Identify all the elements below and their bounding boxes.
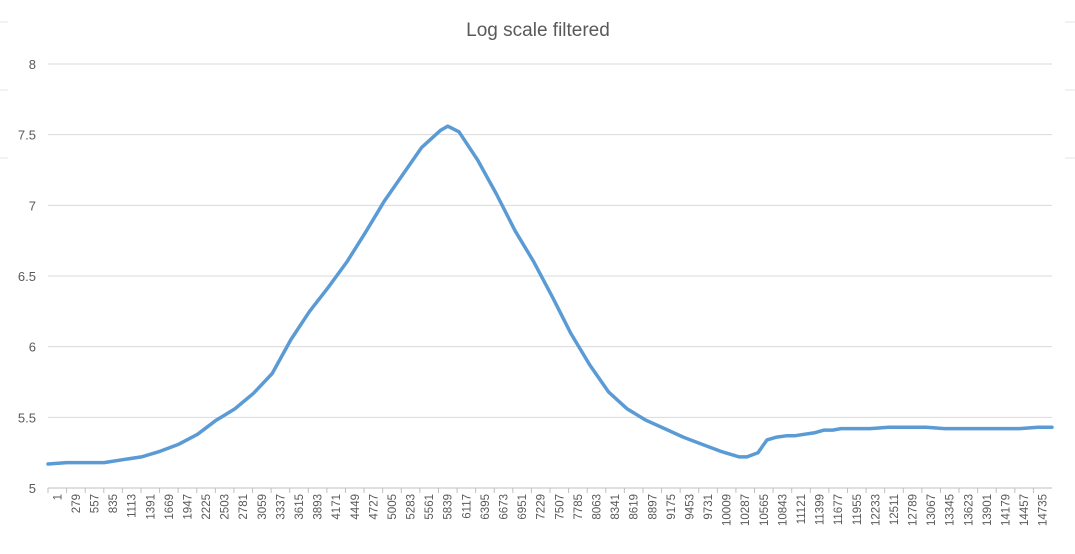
x-tick-label: 7785 bbox=[573, 494, 585, 520]
y-tick-label: 8 bbox=[29, 57, 36, 72]
x-tick-label: 279 bbox=[71, 494, 83, 513]
x-tick-label: 5561 bbox=[424, 494, 436, 520]
y-tick-label: 5.5 bbox=[18, 410, 36, 425]
x-tick-label: 7507 bbox=[554, 494, 566, 520]
x-tick-label: 10009 bbox=[722, 494, 734, 526]
x-tick-label: 1669 bbox=[164, 494, 176, 520]
x-tick-label: 8619 bbox=[629, 494, 641, 520]
x-tick-label: 2781 bbox=[238, 494, 250, 520]
y-tick-label: 7.5 bbox=[18, 128, 36, 143]
x-tick-marks bbox=[47, 488, 1034, 493]
x-tick-label: 11677 bbox=[833, 494, 845, 525]
x-tick-label: 11955 bbox=[852, 494, 864, 525]
x-tick-label: 1391 bbox=[145, 494, 157, 520]
x-tick-label: 6395 bbox=[480, 494, 492, 520]
x-tick-label: 1947 bbox=[182, 494, 194, 520]
x-tick-label: 2225 bbox=[201, 494, 213, 520]
x-tick-label: 3615 bbox=[294, 494, 306, 520]
x-tick-label: 5005 bbox=[387, 494, 399, 520]
x-tick-label: 14457 bbox=[1019, 494, 1031, 526]
x-tick-label: 7229 bbox=[536, 494, 548, 520]
x-tick-label: 6117 bbox=[461, 494, 473, 519]
x-tick-label: 12789 bbox=[908, 494, 920, 526]
x-tick-label: 9453 bbox=[684, 494, 696, 520]
x-tick-label: 13067 bbox=[926, 494, 938, 526]
x-tick-label: 2503 bbox=[220, 494, 232, 520]
y-tick-label: 7 bbox=[29, 198, 36, 213]
x-tick-label: 557 bbox=[89, 494, 101, 513]
y-tick-label: 6 bbox=[29, 340, 36, 355]
x-tick-label: 10565 bbox=[759, 494, 771, 526]
x-tick-label: 1113 bbox=[127, 494, 139, 518]
sheet-gridlines bbox=[0, 21, 1075, 159]
y-tick-label: 6.5 bbox=[18, 269, 36, 284]
x-tick-label: 6673 bbox=[499, 494, 511, 520]
x-tick-label: 11121 bbox=[796, 494, 808, 524]
x-tick-label: 835 bbox=[108, 494, 120, 513]
y-tick-labels: 5 5.5 6 6.5 7 7.5 8 bbox=[18, 57, 36, 496]
y-gridlines bbox=[48, 63, 1052, 418]
x-tick-label: 6951 bbox=[517, 494, 529, 520]
x-tick-label: 14179 bbox=[1001, 494, 1013, 526]
x-tick-labels: 1 279 557 835 1113 1391 1669 1947 2225 2503 2781 30… bbox=[52, 494, 1049, 526]
x-tick-label: 4727 bbox=[368, 494, 380, 520]
x-tick-label: 4449 bbox=[350, 494, 362, 520]
y-tick-label: 5 bbox=[29, 481, 36, 496]
x-tick-label: 4171 bbox=[331, 494, 343, 520]
x-tick-label: 12511 bbox=[889, 494, 901, 525]
x-tick-label: 11399 bbox=[815, 494, 827, 525]
x-tick-label: 3893 bbox=[313, 494, 325, 520]
series-line bbox=[46, 124, 1054, 466]
x-tick-label: 8897 bbox=[647, 494, 659, 520]
x-tick-label: 10843 bbox=[777, 494, 789, 526]
x-tick-label: 8341 bbox=[610, 494, 622, 520]
x-tick-label: 14735 bbox=[1038, 494, 1050, 526]
chart-title: Log scale filtered bbox=[466, 20, 610, 41]
x-tick-label: 13623 bbox=[963, 494, 975, 526]
x-tick-label: 13345 bbox=[945, 494, 957, 526]
x-tick-label: 9731 bbox=[703, 494, 715, 520]
x-tick-label: 3059 bbox=[257, 494, 269, 520]
x-tick-label: 8063 bbox=[591, 494, 603, 520]
x-tick-label: 5839 bbox=[443, 494, 455, 520]
x-tick-label: 9175 bbox=[666, 494, 678, 520]
x-tick-label: 5283 bbox=[406, 494, 418, 520]
x-tick-label: 12233 bbox=[870, 494, 882, 526]
x-tick-label: 3337 bbox=[275, 494, 287, 520]
x-tick-label: 1 bbox=[52, 494, 64, 500]
x-tick-label: 13901 bbox=[982, 494, 994, 526]
x-tick-label: 10287 bbox=[740, 494, 752, 526]
